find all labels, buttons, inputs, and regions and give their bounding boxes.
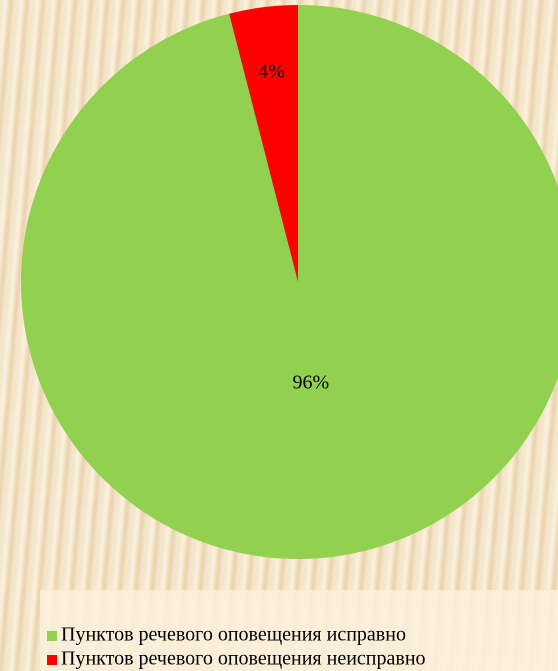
legend-label: Пунктов речевого оповещения исправно	[61, 624, 406, 646]
legend-background	[40, 590, 558, 671]
legend-swatch	[47, 655, 57, 665]
data-label: 4%	[258, 61, 285, 83]
legend-swatch	[47, 631, 57, 641]
legend-label: Пунктов речевого оповещения неисправно	[61, 648, 426, 670]
pie-slice	[21, 5, 558, 559]
pie-slice	[229, 5, 298, 282]
data-label: 96%	[293, 371, 330, 393]
